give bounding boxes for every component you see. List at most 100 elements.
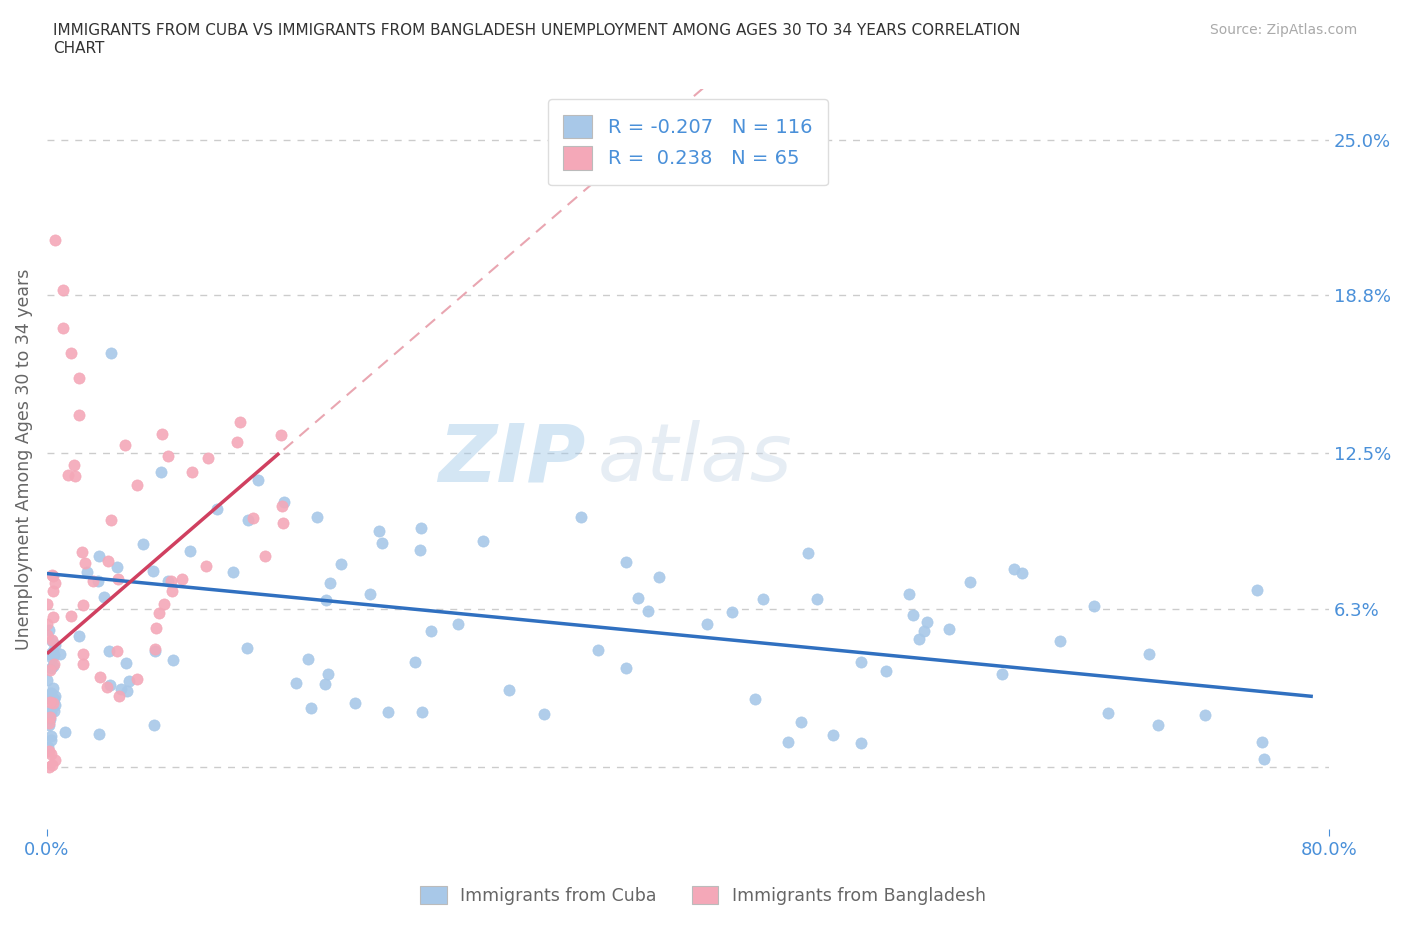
Point xyxy=(160,574,183,589)
Point xyxy=(419,623,441,638)
Point xyxy=(225,434,247,449)
Text: Source: ZipAtlas.com: Source: ZipAtlas.com xyxy=(1209,23,1357,37)
Point xyxy=(1049,633,1071,648)
Point xyxy=(72,597,94,612)
Point xyxy=(42,584,65,599)
Point xyxy=(37,673,59,688)
Point xyxy=(98,678,121,693)
Point xyxy=(41,567,63,582)
Point xyxy=(38,710,60,724)
Point xyxy=(228,414,250,429)
Point xyxy=(299,700,322,715)
Point xyxy=(797,546,820,561)
Point xyxy=(35,690,58,705)
Point xyxy=(127,671,149,686)
Point xyxy=(89,669,111,684)
Point xyxy=(197,450,219,465)
Text: ZIP: ZIP xyxy=(437,420,585,498)
Point xyxy=(59,608,82,623)
Legend: Immigrants from Cuba, Immigrants from Bangladesh: Immigrants from Cuba, Immigrants from Ba… xyxy=(413,880,993,912)
Text: IMMIGRANTS FROM CUBA VS IMMIGRANTS FROM BANGLADESH UNEMPLOYMENT AMONG AGES 30 TO: IMMIGRANTS FROM CUBA VS IMMIGRANTS FROM … xyxy=(53,23,1021,56)
Point xyxy=(404,655,426,670)
Point xyxy=(253,549,276,564)
Point xyxy=(307,509,329,524)
Point xyxy=(110,682,132,697)
Point xyxy=(271,515,294,530)
Point xyxy=(150,427,173,442)
Point xyxy=(179,544,201,559)
Point xyxy=(44,575,66,590)
Point xyxy=(273,494,295,509)
Point xyxy=(107,571,129,586)
Point xyxy=(721,604,744,619)
Point xyxy=(285,676,308,691)
Point xyxy=(39,685,62,700)
Point xyxy=(44,753,66,768)
Point xyxy=(38,623,60,638)
Point xyxy=(38,687,60,702)
Point xyxy=(100,512,122,527)
Point xyxy=(898,586,921,601)
Point xyxy=(72,646,94,661)
Point xyxy=(160,583,183,598)
Point xyxy=(377,704,399,719)
Point xyxy=(148,606,170,621)
Point xyxy=(157,448,180,463)
Point xyxy=(70,545,93,560)
Point xyxy=(297,651,319,666)
Point xyxy=(41,658,63,673)
Point xyxy=(75,555,97,570)
Legend: R = -0.207   N = 116, R =  0.238   N = 65: R = -0.207 N = 116, R = 0.238 N = 65 xyxy=(548,100,828,185)
Point xyxy=(38,715,60,730)
Point xyxy=(63,469,86,484)
Point xyxy=(586,643,609,658)
Point xyxy=(938,621,960,636)
Point xyxy=(42,681,65,696)
Point xyxy=(117,684,139,698)
Point xyxy=(52,320,75,335)
Point xyxy=(343,695,366,710)
Point xyxy=(359,587,381,602)
Point xyxy=(52,283,75,298)
Point xyxy=(42,644,65,658)
Point xyxy=(42,569,65,584)
Point xyxy=(142,564,165,578)
Point xyxy=(38,663,60,678)
Point xyxy=(89,726,111,741)
Point xyxy=(67,370,90,385)
Point xyxy=(315,593,337,608)
Point xyxy=(696,617,718,631)
Point xyxy=(37,703,59,718)
Point xyxy=(35,617,58,631)
Point xyxy=(162,653,184,668)
Point xyxy=(903,608,925,623)
Point xyxy=(37,739,59,754)
Point xyxy=(1002,562,1025,577)
Point xyxy=(271,499,294,514)
Point xyxy=(41,758,63,773)
Point xyxy=(849,735,872,750)
Point xyxy=(367,523,389,538)
Point xyxy=(242,511,264,525)
Point xyxy=(44,698,66,712)
Point xyxy=(39,646,62,661)
Point xyxy=(39,746,62,761)
Point xyxy=(915,614,938,629)
Y-axis label: Unemployment Among Ages 30 to 34 years: Unemployment Among Ages 30 to 34 years xyxy=(15,269,32,650)
Point xyxy=(411,520,433,535)
Point xyxy=(990,667,1012,682)
Point xyxy=(823,727,845,742)
Point xyxy=(118,673,141,688)
Point xyxy=(53,724,76,739)
Point xyxy=(132,537,155,551)
Point xyxy=(63,457,86,472)
Point xyxy=(41,609,63,624)
Point xyxy=(1083,598,1105,613)
Point xyxy=(39,712,62,727)
Point xyxy=(1251,735,1274,750)
Point xyxy=(44,647,66,662)
Point xyxy=(39,660,62,675)
Point xyxy=(472,534,495,549)
Point xyxy=(38,694,60,709)
Point xyxy=(152,597,174,612)
